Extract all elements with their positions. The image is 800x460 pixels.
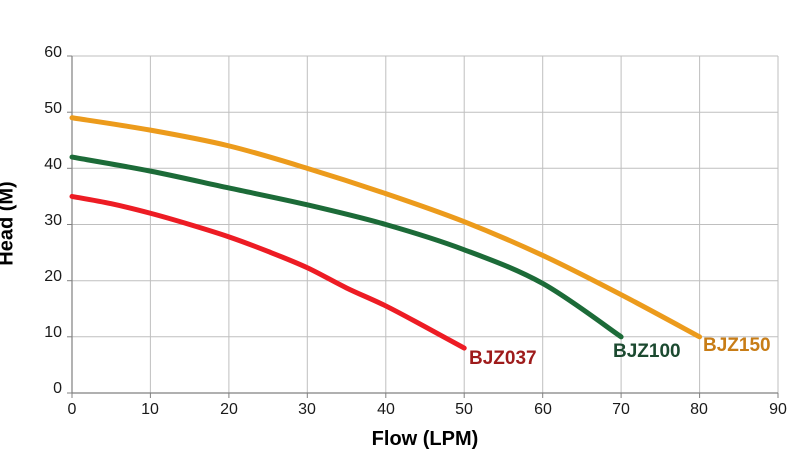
svg-text:BJZ150: BJZ150 [703,335,771,356]
svg-text:BJZ037: BJZ037 [469,348,537,369]
svg-text:BJZ100: BJZ100 [613,341,681,362]
